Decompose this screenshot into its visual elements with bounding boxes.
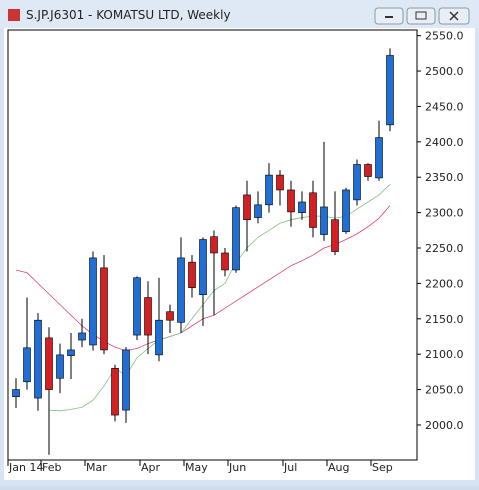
y-tick-label: 2400.0 [425, 136, 464, 149]
candle-body [188, 261, 196, 288]
y-tick-label: 2550.0 [425, 30, 464, 43]
x-tick-label: Aug [328, 461, 349, 474]
candle-body [309, 192, 317, 228]
candle-body [364, 164, 372, 177]
candle-body [287, 189, 295, 213]
y-tick-label: 2300.0 [425, 207, 464, 220]
y-tick-label: 2500.0 [425, 65, 464, 78]
y-tick-label: 2100.0 [425, 348, 464, 361]
candle-body [386, 55, 394, 126]
minimize-icon [385, 16, 393, 18]
y-tick-label: 2050.0 [425, 384, 464, 397]
x-tick-label: Jun [228, 461, 246, 474]
candle-body [78, 332, 86, 341]
candle-body [221, 252, 229, 271]
candle-body [45, 337, 53, 390]
x-tick-label: Jan 14 [8, 461, 43, 474]
candle-body [12, 389, 20, 397]
candle-body [331, 219, 339, 252]
candle-body [34, 319, 42, 399]
y-tick-label: 2150.0 [425, 313, 464, 326]
candle-body [265, 174, 273, 206]
candle-body [122, 349, 130, 411]
candle-body [89, 257, 97, 346]
x-tick-label: May [185, 461, 208, 474]
candle-body [111, 368, 119, 416]
candle-body [56, 354, 64, 379]
candle-body [342, 189, 350, 233]
y-tick-label: 2000.0 [425, 419, 464, 432]
moving-average [48, 184, 391, 412]
x-tick-label: Apr [141, 461, 161, 474]
app-icon [8, 9, 20, 21]
candle-body [199, 239, 207, 296]
candle-body [254, 204, 262, 218]
candle-body [232, 207, 240, 271]
window-title: S.JP.J6301 - KOMATSU LTD, Weekly [26, 8, 231, 22]
y-tick-label: 2200.0 [425, 277, 464, 290]
candle-body [210, 236, 218, 254]
candle-body [100, 267, 108, 351]
candle-body [298, 201, 306, 213]
x-tick-label: Feb [42, 461, 61, 474]
x-tick-label: Mar [86, 461, 107, 474]
candle-body [166, 311, 174, 321]
y-tick-label: 2250.0 [425, 242, 464, 255]
x-tick-label: Sep [372, 461, 393, 474]
candle-body [276, 174, 284, 191]
maximize-icon [415, 11, 427, 20]
candle-body [67, 349, 75, 356]
candle-body [353, 164, 361, 201]
candle-body [133, 277, 141, 336]
candle-body [243, 194, 251, 220]
close-icon [449, 11, 459, 21]
y-tick-label: 2350.0 [425, 171, 464, 184]
maximize-button[interactable] [406, 7, 436, 25]
candle-body [320, 206, 328, 235]
candle-body [375, 137, 383, 179]
x-tick-label: Jul [283, 461, 297, 474]
candle-body [23, 347, 31, 383]
candle-body [144, 297, 152, 336]
candle-body [177, 257, 185, 323]
y-tick-label: 2450.0 [425, 100, 464, 113]
candle-body [155, 319, 163, 356]
